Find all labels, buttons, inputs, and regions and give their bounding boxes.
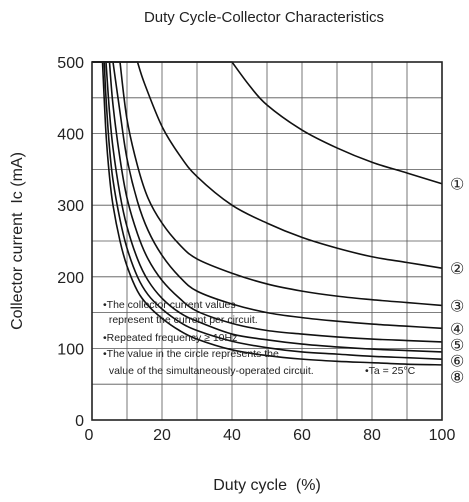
y-tick-label: 500 — [57, 55, 84, 72]
x-tick-label: 60 — [293, 427, 311, 444]
curve-label: ② — [450, 261, 464, 278]
series-line-7 — [92, 61, 443, 360]
series-line-1 — [92, 61, 443, 185]
grid — [92, 62, 442, 420]
note-line-4: •The value in the circle represents the — [103, 348, 279, 360]
curve-label: ⑥ — [450, 353, 464, 370]
notes-box: •The collector current values represent … — [103, 299, 416, 377]
x-axis-label: Duty cycle (%) — [213, 477, 321, 494]
x-tick-label: 20 — [153, 427, 171, 444]
x-tick-label: 100 — [429, 427, 456, 444]
series-line-2 — [92, 61, 443, 269]
curve-label: ③ — [450, 298, 464, 315]
note-line-5: value of the simultaneously-operated cir… — [103, 365, 314, 377]
curves — [92, 61, 443, 366]
y-tick-label: 0 — [75, 413, 84, 430]
tick-labels: 0 20 40 60 80 100 0 100 200 300 400 500 — [57, 55, 455, 444]
series-line-8 — [92, 61, 443, 366]
series-line-5 — [92, 61, 443, 343]
y-axis-label: Collector current Ic (mA) — [9, 152, 26, 330]
x-tick-label: 0 — [85, 427, 94, 444]
condition-note: •Ta = 25°C — [365, 365, 416, 377]
note-line-3: •Repeated frequency ≥ 10Hz — [103, 332, 237, 344]
x-tick-label: 80 — [363, 427, 381, 444]
note-line-2: represent the current per circuit. — [103, 314, 258, 326]
y-tick-label: 100 — [57, 341, 84, 358]
series-line-4 — [92, 61, 443, 330]
y-tick-label: 200 — [57, 270, 84, 287]
y-tick-label: 300 — [57, 198, 84, 215]
x-tick-label: 40 — [223, 427, 241, 444]
y-tick-label: 400 — [57, 127, 84, 144]
curve-label: ⑤ — [450, 337, 464, 354]
plot-frame — [91, 61, 443, 421]
series-line-6 — [92, 61, 443, 353]
curve-label: ⑧ — [450, 369, 464, 386]
chart-title: Duty Cycle-Collector Characteristics — [144, 9, 384, 26]
curve-label: ① — [450, 177, 464, 194]
curve-label: ④ — [450, 321, 464, 338]
series-line-3 — [92, 61, 443, 307]
note-line-1: •The collector current values — [103, 299, 236, 311]
